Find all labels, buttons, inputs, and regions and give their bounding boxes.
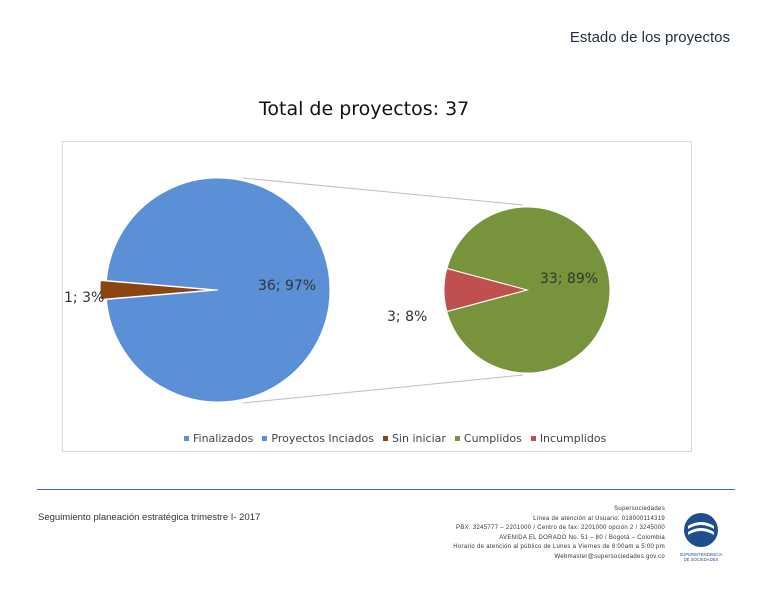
pie-slice-sin-iniciar [99, 279, 213, 301]
chart-title: Total de proyectos: 37 [259, 98, 470, 120]
contact-line: Línea de atención al Usuario: 0180001143… [533, 515, 665, 522]
contact-line: AVENIDA EL DORADO No. 51 – 80 / Bogotá –… [499, 534, 665, 541]
data-label-proyectos-inciados: 36; 97% [258, 278, 316, 294]
connector-line [242, 374, 524, 404]
pie-slice-proyectos-inciados [105, 177, 331, 403]
legend-swatch [184, 436, 189, 441]
footer-left-text: Seguimiento planeación estratégica trime… [38, 512, 261, 523]
legend-label: Incumplidos [539, 432, 607, 445]
contact-line: Webmaster@supersociedades.gov.co [554, 553, 665, 560]
data-label-sin-iniciar: 1; 3% [64, 290, 104, 306]
legend-label: Finalizados [193, 432, 254, 445]
footer-contact-block: Supersociedades Línea de atención al Usu… [453, 505, 665, 562]
legend-item-sin-iniciar: Sin iniciar [382, 432, 446, 445]
pie-slice-incumplidos [443, 267, 529, 313]
connector-line [242, 177, 524, 206]
legend-swatch [382, 436, 388, 441]
data-label-cumplidos: 33; 89% [540, 271, 598, 287]
data-label-incumplidos: 3; 8% [387, 309, 427, 325]
contact-line: Supersociedades [614, 506, 665, 512]
svg-text:DE SOCIEDADES: DE SOCIEDADES [684, 557, 719, 562]
chart-legend: Finalizados Proyectos Inciados Sin inici… [184, 432, 606, 445]
legend-item-finalizados: Finalizados [184, 432, 253, 445]
legend-item-cumplidos: Cumplidos [454, 432, 522, 445]
page-header-title: Estado de los proyectos [569, 29, 730, 46]
legend-item-proyectos-iniciados: Proyectos Inciados [262, 432, 374, 445]
chart-frame [62, 141, 692, 452]
svg-text:SUPERINTENDENCIA: SUPERINTENDENCIA [680, 552, 723, 557]
legend-swatch [454, 436, 460, 441]
contact-line: PBX: 3245777 – 2201000 / Centro de fax: … [456, 525, 665, 531]
legend-item-incumplidos: Incumplidos [530, 432, 607, 445]
contact-line: Horario de atención al público de Lunes … [453, 544, 665, 550]
legend-label: Cumplidos [463, 432, 522, 445]
legend-swatch [262, 436, 268, 441]
supersociedades-logo: SUPERINTENDENCIA DE SOCIEDADES [680, 513, 723, 562]
legend-swatch [530, 436, 536, 441]
footer-divider [37, 489, 735, 490]
legend-label: Proyectos Inciados [271, 432, 374, 445]
legend-label: Sin iniciar [391, 432, 446, 445]
